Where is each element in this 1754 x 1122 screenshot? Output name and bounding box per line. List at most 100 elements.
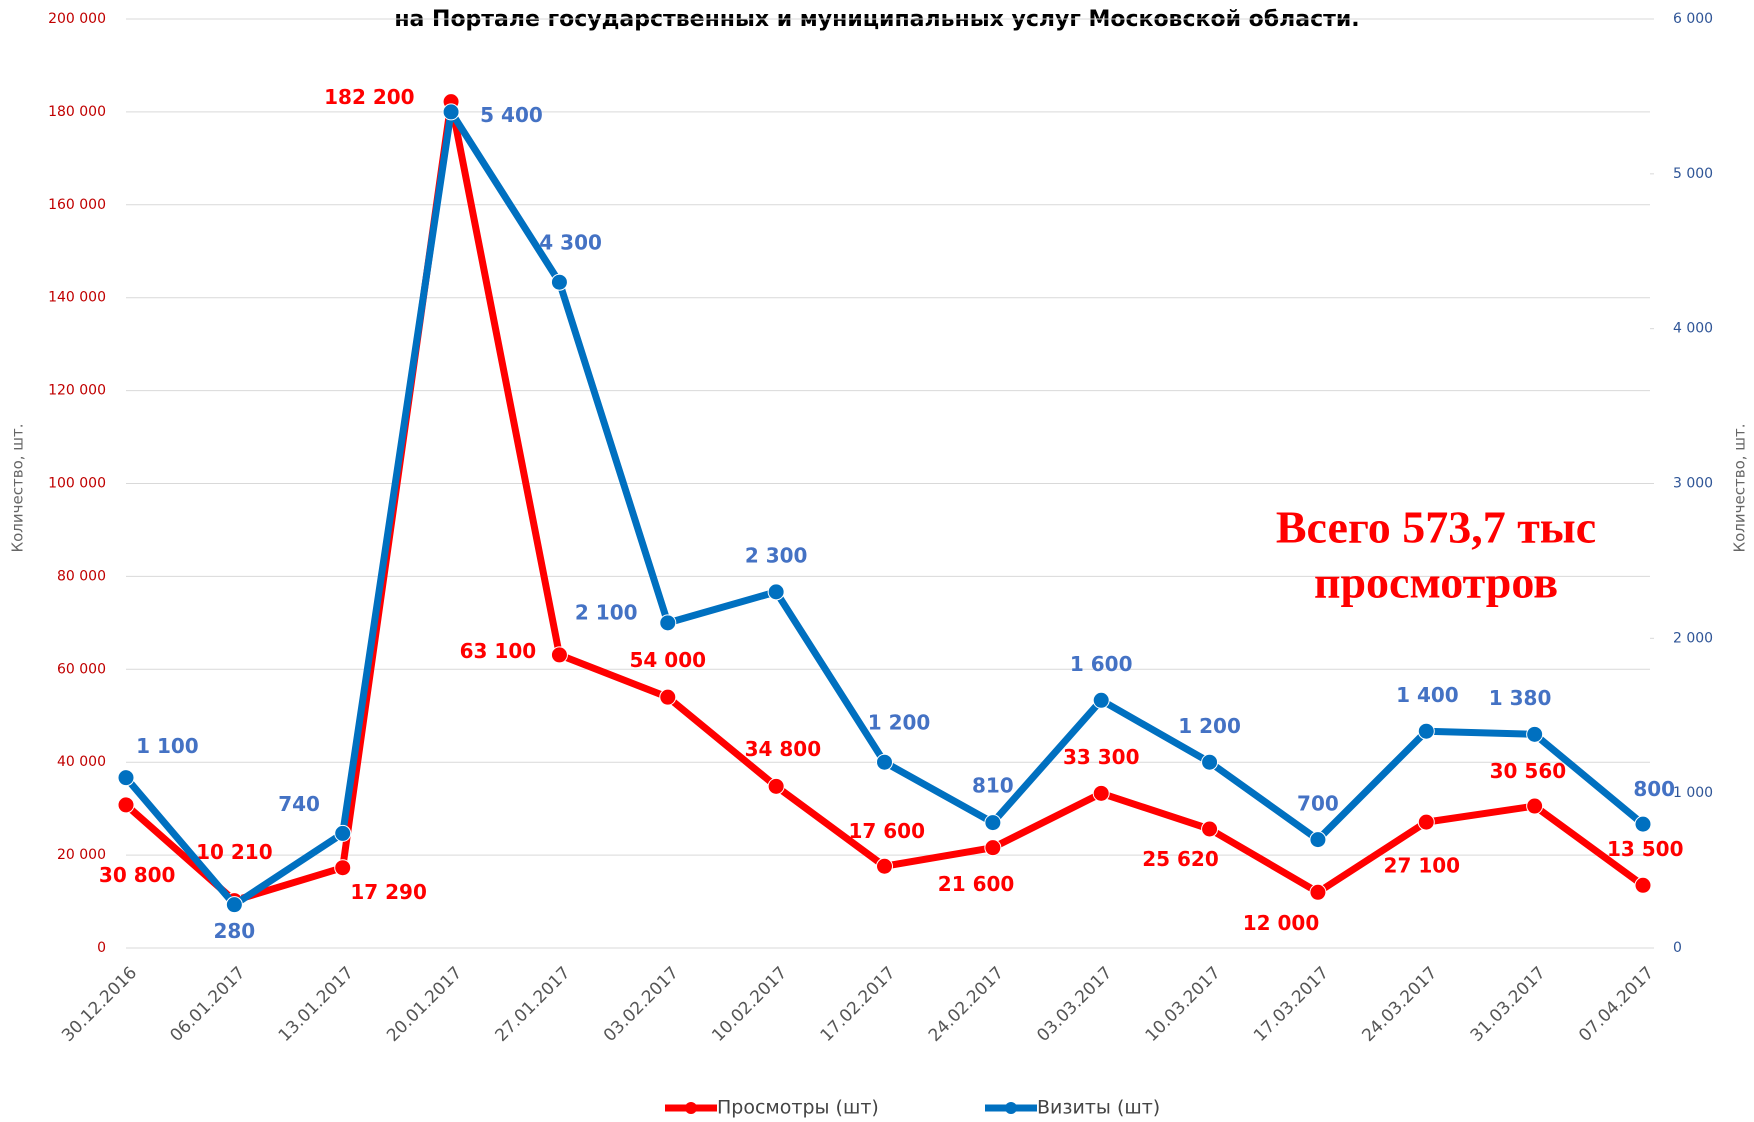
point (1309, 883, 1327, 901)
point (876, 857, 893, 875)
point (1417, 813, 1435, 831)
point (1526, 797, 1544, 815)
legend-marker (1005, 1102, 1017, 1114)
point (334, 824, 352, 842)
x-tick-label: 31.03.2017 (1467, 963, 1550, 1046)
data-label: 17 290 (350, 880, 427, 904)
annotation: Всего 573,7 тыс (1276, 502, 1596, 553)
y-tick-label: 60 000 (57, 661, 106, 677)
y2-tick-label: 3 000 (1673, 476, 1713, 492)
point (876, 753, 893, 771)
x-tick-label: 13.01.2017 (275, 963, 358, 1046)
data-label: 2 100 (575, 600, 638, 624)
point (1092, 691, 1110, 709)
point (1634, 815, 1652, 833)
data-label: 30 800 (99, 863, 176, 887)
data-label: 1 200 (868, 711, 931, 735)
point (1201, 820, 1219, 838)
y-tick-label: 200 000 (48, 11, 106, 27)
y2-tick-label: 6 000 (1673, 11, 1713, 27)
data-label: 1 600 (1070, 652, 1133, 676)
data-label: 27 100 (1384, 853, 1461, 877)
point (1526, 725, 1544, 743)
y-tick-label: 100 000 (48, 476, 106, 492)
x-tick-label: 17.02.2017 (817, 963, 900, 1046)
point (117, 796, 135, 814)
data-label: 810 (972, 773, 1014, 797)
point (984, 814, 1002, 832)
y2-tick-label: 0 (1673, 940, 1682, 956)
point (225, 896, 243, 914)
data-label: 10 210 (196, 840, 273, 864)
point (117, 769, 135, 787)
point (1092, 784, 1110, 802)
point (550, 273, 568, 291)
y-tick-label: 140 000 (48, 290, 106, 306)
point (659, 688, 677, 706)
x-tick-label: 03.02.2017 (600, 963, 683, 1046)
data-label: 5 400 (480, 103, 543, 127)
point (767, 777, 785, 795)
point (442, 103, 460, 121)
y2-tick-label: 2 000 (1673, 630, 1713, 646)
data-label: 740 (278, 792, 320, 816)
x-tick-label: 24.02.2017 (925, 963, 1008, 1046)
data-label: 54 000 (630, 648, 707, 672)
y-tick-label: 80 000 (57, 568, 106, 584)
data-label: 2 300 (745, 544, 808, 568)
data-label: 1 380 (1489, 686, 1552, 710)
data-label: 33 300 (1063, 745, 1140, 769)
point (550, 646, 568, 664)
y-tick-label: 0 (97, 940, 106, 956)
data-label: 25 620 (1142, 847, 1219, 871)
y-tick-label: 160 000 (48, 197, 106, 213)
data-label: 4 300 (539, 231, 602, 255)
y2-tick-label: 4 000 (1673, 321, 1713, 337)
data-label: 1 100 (136, 734, 199, 758)
data-label: 63 100 (460, 639, 537, 663)
x-tick-label: 10.03.2017 (1142, 963, 1225, 1046)
legend-marker (685, 1102, 697, 1114)
x-tick-label: 17.03.2017 (1250, 963, 1333, 1046)
legend-label: Просмотры (шт) (717, 1097, 879, 1119)
x-tick-label: 06.01.2017 (166, 963, 249, 1046)
x-tick-label: 30.12.2016 (58, 963, 141, 1046)
data-label: 182 200 (324, 85, 414, 109)
point (984, 839, 1002, 857)
data-label: 17 600 (848, 819, 925, 843)
data-label: 280 (213, 919, 255, 943)
point (1309, 831, 1327, 849)
y2-tick-label: 5 000 (1673, 166, 1713, 182)
data-label: 1 400 (1396, 683, 1459, 707)
data-label: 13 500 (1607, 837, 1684, 861)
data-label: 700 (1297, 791, 1339, 815)
data-label: 21 600 (938, 872, 1015, 896)
data-label: 30 560 (1490, 759, 1567, 783)
x-tick-label: 20.01.2017 (383, 963, 466, 1046)
x-tick-label: 10.02.2017 (708, 963, 791, 1046)
point (1201, 753, 1219, 771)
y-tick-label: 40 000 (57, 754, 106, 770)
point (334, 859, 352, 877)
y-axis-label: Количество, шт. (9, 423, 27, 552)
point (1417, 722, 1435, 740)
y-tick-label: 180 000 (48, 104, 106, 120)
y-tick-label: 120 000 (48, 383, 106, 399)
data-label: 1 200 (1178, 714, 1241, 738)
y-tick-label: 20 000 (57, 847, 106, 863)
point (767, 583, 785, 601)
point (659, 614, 677, 632)
point (1634, 876, 1652, 894)
x-tick-label: 27.01.2017 (492, 963, 575, 1046)
annotation: просмотров (1314, 557, 1558, 608)
data-label: 34 800 (745, 737, 822, 761)
data-label: 12 000 (1243, 911, 1320, 935)
data-label: 800 (1633, 777, 1675, 801)
x-tick-label: 07.04.2017 (1575, 963, 1658, 1046)
x-tick-label: 03.03.2017 (1033, 963, 1116, 1046)
legend-label: Визиты (шт) (1037, 1097, 1160, 1119)
y2-axis-label: Количество, шт. (1731, 423, 1749, 552)
x-tick-label: 24.03.2017 (1358, 963, 1441, 1046)
y2-tick-label: 1 000 (1673, 785, 1713, 801)
